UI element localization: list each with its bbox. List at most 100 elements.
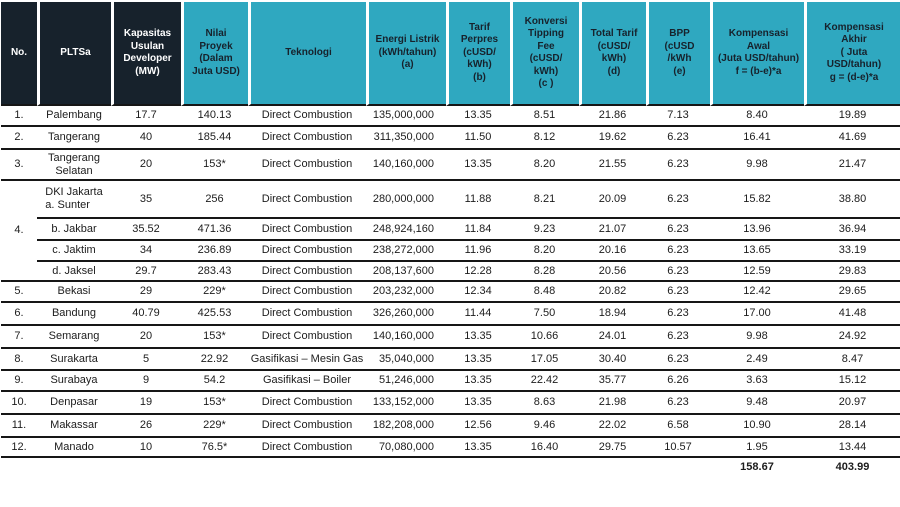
cell-konversi: 8.20 <box>510 241 579 262</box>
table-row: 6. Bandung 40.79 425.53 Direct Combustion 326… <box>1 303 900 326</box>
total-komp-akhir: 403.99 <box>835 460 870 473</box>
cell-energi: 248,924,160 <box>366 219 446 241</box>
pltsa-tariff-table: No. PLTSa Kapasitas Usulan Developer (MW) N… <box>1 2 900 476</box>
cell-teknologi: Direct Combustion <box>248 282 366 303</box>
cell-teknologi: Direct Combustion <box>248 127 366 150</box>
cell-konversi: 8.20 <box>510 150 579 181</box>
cell-teknologi: Direct Combustion <box>248 326 366 349</box>
cell-pltsa: d. Jaksel <box>37 262 111 282</box>
header-row: No. PLTSa Kapasitas Usulan Developer (MW) N… <box>1 2 900 106</box>
cell-tarif: 11.84 <box>446 219 510 241</box>
cell-kapasitas: 29 <box>111 282 181 303</box>
cell-komp_akhir: 24.92 <box>804 326 900 349</box>
cell-komp_akhir: 13.44 <box>804 438 900 458</box>
cell-tarif: 11.50 <box>446 127 510 150</box>
cell-nilai: 471.36 <box>181 219 248 241</box>
table-row: 3. Tangerang Selatan 20 153* Direct Combusti… <box>1 150 900 181</box>
cell-teknologi: Direct Combustion <box>248 415 366 438</box>
cell-nilai: 153* <box>181 150 248 181</box>
cell-total: 20.56 <box>579 262 646 282</box>
cell-komp_akhir: 19.89 <box>804 106 900 127</box>
cell-pltsa: Manado <box>37 438 111 458</box>
cell-kapasitas: 40 <box>111 127 181 150</box>
cell-energi: 51,246,000 <box>366 371 446 392</box>
table-row: 7. Semarang 20 153* Direct Combustion 140,160… <box>1 326 900 349</box>
cell-komp_akhir: 29.65 <box>804 282 900 303</box>
cell-bpp: 6.23 <box>646 127 710 150</box>
cell-bpp: 6.23 <box>646 219 710 241</box>
cell-tarif: 11.88 <box>446 181 510 219</box>
table-row: 1. Palembang 17.7 140.13 Direct Combustion 13… <box>1 106 900 127</box>
cell-no: 2. <box>1 127 37 150</box>
cell-nilai: 22.92 <box>181 349 248 371</box>
total-row: 158.67 403.99 <box>1 458 900 476</box>
cell-no: 10. <box>1 392 37 415</box>
cell-komp_akhir: 15.12 <box>804 371 900 392</box>
cell-kapasitas: 26 <box>111 415 181 438</box>
table-header: No. PLTSa Kapasitas Usulan Developer (MW) N… <box>1 2 900 106</box>
cell-kapasitas: 29.7 <box>111 262 181 282</box>
cell-nilai: 153* <box>181 392 248 415</box>
cell-tarif: 12.28 <box>446 262 510 282</box>
cell-konversi: 8.63 <box>510 392 579 415</box>
cell-komp_awal: 2.49 <box>710 349 804 371</box>
cell-tarif: 13.35 <box>446 349 510 371</box>
table-row: 4. DKI Jakarta a. Sunter 35 256 Direct Combu… <box>1 181 900 282</box>
cell-energi: 280,000,000 <box>366 181 446 219</box>
col-header-tarif: Tarif Perpres (cUSD/ kWh) (b) <box>446 2 510 106</box>
cell-teknologi: Direct Combustion <box>248 392 366 415</box>
cell-komp_awal: 13.65 <box>710 241 804 262</box>
cell-energi: 311,350,000 <box>366 127 446 150</box>
cell-tarif: 13.35 <box>446 392 510 415</box>
cell-tarif: 11.44 <box>446 303 510 326</box>
cell-no: 5. <box>1 282 37 303</box>
col-header-no: No. <box>1 2 37 106</box>
cell-pltsa: Denpasar <box>37 392 111 415</box>
cell-komp_awal: 8.40 <box>710 106 804 127</box>
cell-kapasitas: 20 <box>111 326 181 349</box>
cell-total: 20.82 <box>579 282 646 303</box>
cell-pltsa: c. Jaktim <box>37 241 111 262</box>
cell-komp_awal: 16.41 <box>710 127 804 150</box>
cell-total: 20.16 <box>579 241 646 262</box>
table-row: 11. Makassar 26 229* Direct Combustion 182,20… <box>1 415 900 438</box>
cell-konversi: 7.50 <box>510 303 579 326</box>
cell-konversi: 8.28 <box>510 262 579 282</box>
col-header-komp_awal: Kompensasi Awal (Juta USD/tahun) f = (b-… <box>710 2 804 106</box>
cell-komp_awal: 9.98 <box>710 150 804 181</box>
cell-pltsa: Surakarta <box>37 349 111 371</box>
cell-total: 21.86 <box>579 106 646 127</box>
cell-konversi: 9.46 <box>510 415 579 438</box>
cell-pltsa: Tangerang Selatan <box>37 150 111 181</box>
cell-komp_akhir: 41.69 <box>804 127 900 150</box>
cell-konversi: 8.12 <box>510 127 579 150</box>
cell-konversi: 17.05 <box>510 349 579 371</box>
cell-komp_akhir: 29.83 <box>804 262 900 282</box>
cell-komp_awal: 13.96 <box>710 219 804 241</box>
total-komp-awal: 158.67 <box>740 460 774 473</box>
col-header-total: Total Tarif (cUSD/ kWh) (d) <box>579 2 646 106</box>
cell-kapasitas: 35 <box>111 181 181 219</box>
cell-pltsa: Semarang <box>37 326 111 349</box>
cell-pltsa: DKI Jakarta a. Sunter <box>37 181 111 219</box>
cell-bpp: 6.23 <box>646 150 710 181</box>
cell-energi: 133,152,000 <box>366 392 446 415</box>
cell-total: 29.75 <box>579 438 646 458</box>
table-row: 10. Denpasar 19 153* Direct Combustion 133,15… <box>1 392 900 415</box>
cell-teknologi: Direct Combustion <box>248 241 366 262</box>
cell-energi: 70,080,000 <box>366 438 446 458</box>
cell-komp_akhir: 38.80 <box>804 181 900 219</box>
cell-komp_awal: 9.98 <box>710 326 804 349</box>
cell-kapasitas: 17.7 <box>111 106 181 127</box>
cell-nilai: 140.13 <box>181 106 248 127</box>
cell-no: 3. <box>1 150 37 181</box>
cell-kapasitas: 35.52 <box>111 219 181 241</box>
cell-komp_awal: 12.42 <box>710 282 804 303</box>
cell-no: 7. <box>1 326 37 349</box>
cell-teknologi: Direct Combustion <box>248 303 366 326</box>
cell-konversi: 10.66 <box>510 326 579 349</box>
cell-total: 22.02 <box>579 415 646 438</box>
cell-komp_awal: 12.59 <box>710 262 804 282</box>
col-header-kapasitas: Kapasitas Usulan Developer (MW) <box>111 2 181 106</box>
